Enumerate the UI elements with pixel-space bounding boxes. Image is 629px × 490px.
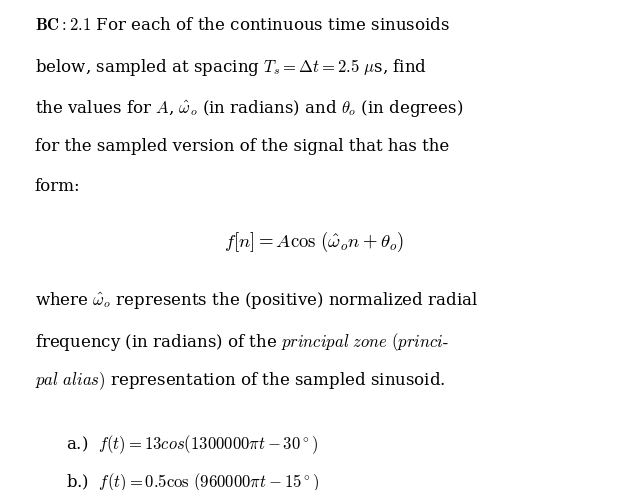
Text: where $\hat{\omega}_o$ represents the (positive) normalized radial: where $\hat{\omega}_o$ represents the (p…: [35, 291, 478, 311]
Text: below, sampled at spacing $T_s = \Delta t = 2.5\ \mu$s, find: below, sampled at spacing $T_s = \Delta …: [35, 57, 426, 78]
Text: frequency (in radians) of the $\it{principal\ zone\ (princi\text{-}}$: frequency (in radians) of the $\it{princ…: [35, 331, 448, 352]
Text: for the sampled version of the signal that has the: for the sampled version of the signal th…: [35, 138, 449, 155]
Text: $\mathbf{BC:2.1}$ For each of the continuous time sinusoids: $\mathbf{BC:2.1}$ For each of the contin…: [35, 17, 450, 34]
Text: form:: form:: [35, 178, 81, 195]
Text: $\it{pal\ alias)}$ representation of the sampled sinusoid.: $\it{pal\ alias)}$ representation of the…: [35, 371, 445, 392]
Text: b.)  $f(t) = 0.5\cos\,(960000\pi t - 15^\circ)$: b.) $f(t) = 0.5\cos\,(960000\pi t - 15^\…: [66, 471, 320, 490]
Text: a.)  $f(t) = 13\mathit{cos}(1300000\pi t - 30^\circ)$: a.) $f(t) = 13\mathit{cos}(1300000\pi t …: [66, 433, 318, 456]
Text: $f[n] = A\cos\,(\hat{\omega}_o n + \theta_o)$: $f[n] = A\cos\,(\hat{\omega}_o n + \thet…: [225, 230, 404, 254]
Text: the values for $A$, $\hat{\omega}_o$ (in radians) and $\theta_o$ (in degrees): the values for $A$, $\hat{\omega}_o$ (in…: [35, 98, 463, 119]
